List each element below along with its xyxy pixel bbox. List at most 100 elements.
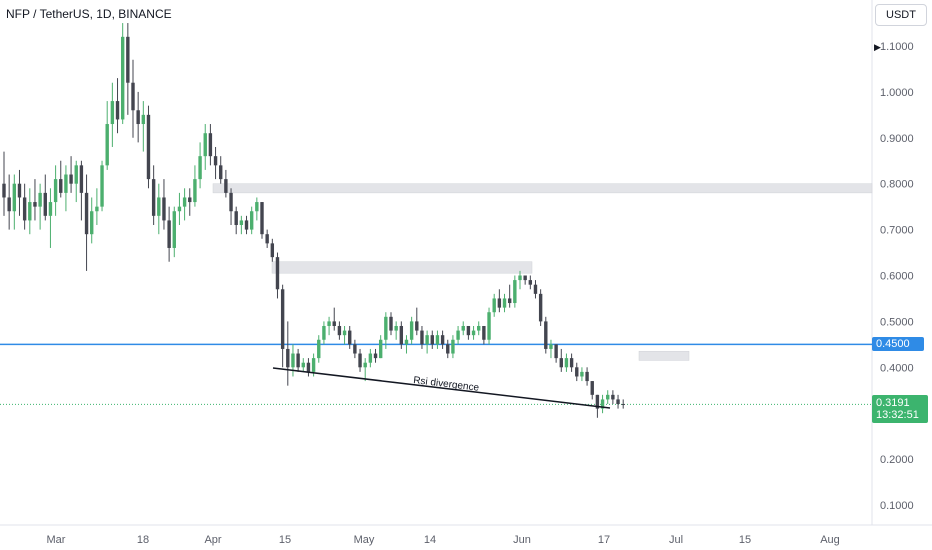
candle-body	[286, 348, 290, 368]
time-axis-tick: Jun	[513, 534, 531, 546]
rsi-divergence-line	[272, 367, 611, 409]
price-axis-tick: 0.4000	[880, 362, 914, 374]
candle-body	[564, 358, 569, 368]
candle-body	[141, 114, 146, 125]
candle-body	[33, 202, 37, 207]
candle-body	[477, 325, 481, 331]
candle-body	[301, 362, 305, 368]
candle-body	[311, 358, 316, 372]
candle-body	[22, 197, 27, 221]
candle-body	[38, 192, 42, 207]
candle-body	[513, 280, 517, 304]
candle-body	[100, 165, 104, 207]
candle-body	[213, 156, 218, 166]
candle-body	[502, 298, 507, 308]
candle-body	[172, 211, 176, 248]
candle-body	[95, 206, 99, 212]
currency-button[interactable]: USDT	[875, 4, 927, 26]
candle-body	[378, 339, 383, 359]
candle-body	[616, 399, 620, 405]
candle-body	[2, 183, 6, 198]
candle-body	[115, 101, 120, 120]
candle-body	[79, 165, 84, 193]
candle-body	[348, 330, 352, 345]
candle-body	[28, 202, 32, 221]
candle-body	[12, 183, 17, 212]
price-axis-tick: 1.1000	[880, 41, 914, 53]
candle-body	[151, 179, 156, 216]
candle-body	[296, 353, 300, 368]
candle-body	[466, 325, 471, 336]
time-axis-tick: 17	[598, 534, 610, 546]
candle-body	[136, 110, 140, 125]
candle-body	[146, 114, 151, 180]
candle-body	[538, 293, 543, 322]
candle-body	[358, 353, 362, 368]
candle-body	[368, 353, 373, 363]
candle-body	[327, 321, 331, 326]
resistance-zone	[212, 183, 873, 194]
candle-body	[487, 312, 491, 340]
candle-body	[84, 192, 89, 235]
candle-body	[7, 197, 11, 212]
candle-body	[595, 394, 600, 409]
candle-body	[280, 289, 285, 349]
resistance-zone	[638, 350, 690, 361]
time-axis-tick: 15	[279, 534, 291, 546]
candle-body	[528, 280, 533, 285]
candle-body	[249, 211, 254, 230]
candle-body	[229, 192, 233, 212]
candle-body	[518, 275, 522, 281]
candle-body	[420, 330, 424, 345]
candle-body	[322, 325, 326, 340]
price-axis-tick: 0.7000	[880, 225, 914, 237]
candle-body	[306, 362, 311, 372]
candle-body	[48, 202, 53, 216]
price-axis-tick: 0.2000	[880, 454, 914, 466]
candle-body	[90, 211, 94, 235]
candle-body	[208, 133, 213, 157]
price-axis-tick: 1.0000	[880, 87, 914, 99]
candle-body	[554, 344, 558, 359]
resistance-zone	[271, 261, 533, 274]
candle-body	[162, 197, 166, 221]
rsi-divergence-label: Rsi divergence	[413, 375, 480, 394]
price-axis-tick: 0.6000	[880, 271, 914, 283]
price-axis-tick: 0.9000	[880, 133, 914, 145]
candle-body	[53, 179, 58, 203]
candle-body	[492, 298, 496, 313]
price-axis-tick: 0.1000	[880, 500, 914, 512]
time-axis-tick: Mar	[47, 534, 66, 546]
candle-body	[373, 353, 378, 359]
candle-body	[167, 220, 171, 248]
candle-body	[559, 358, 563, 368]
candle-body	[507, 298, 512, 304]
bar-countdown-label: 13:32:51	[876, 409, 919, 421]
candle-body	[270, 243, 275, 258]
candle-body	[244, 220, 249, 230]
time-axis-tick: Aug	[820, 534, 840, 546]
candle-body	[430, 335, 434, 345]
horizontal-line-price-tag: 0.4500	[872, 337, 924, 351]
time-axis-tick: May	[354, 534, 375, 546]
candle-body	[590, 381, 594, 395]
candle-body	[363, 362, 367, 368]
time-axis-tick: 14	[424, 534, 436, 546]
candle-body	[451, 339, 455, 354]
candle-body	[74, 165, 78, 184]
time-axis-tick: Jul	[669, 534, 683, 546]
candle-body	[59, 179, 63, 193]
price-axis-tick: 0.5000	[880, 316, 914, 328]
candle-body	[533, 284, 538, 294]
candle-body	[193, 179, 197, 203]
current-price-tag: 0.3191 13:32:51	[872, 395, 928, 423]
candle-body	[239, 220, 244, 226]
candle-body	[415, 321, 419, 331]
candle-body	[606, 394, 610, 400]
price-axis-tick: 0.8000	[880, 179, 914, 191]
candle-body	[353, 344, 357, 354]
candle-body	[394, 325, 398, 331]
candle-body	[456, 330, 460, 340]
candle-body	[580, 371, 584, 377]
